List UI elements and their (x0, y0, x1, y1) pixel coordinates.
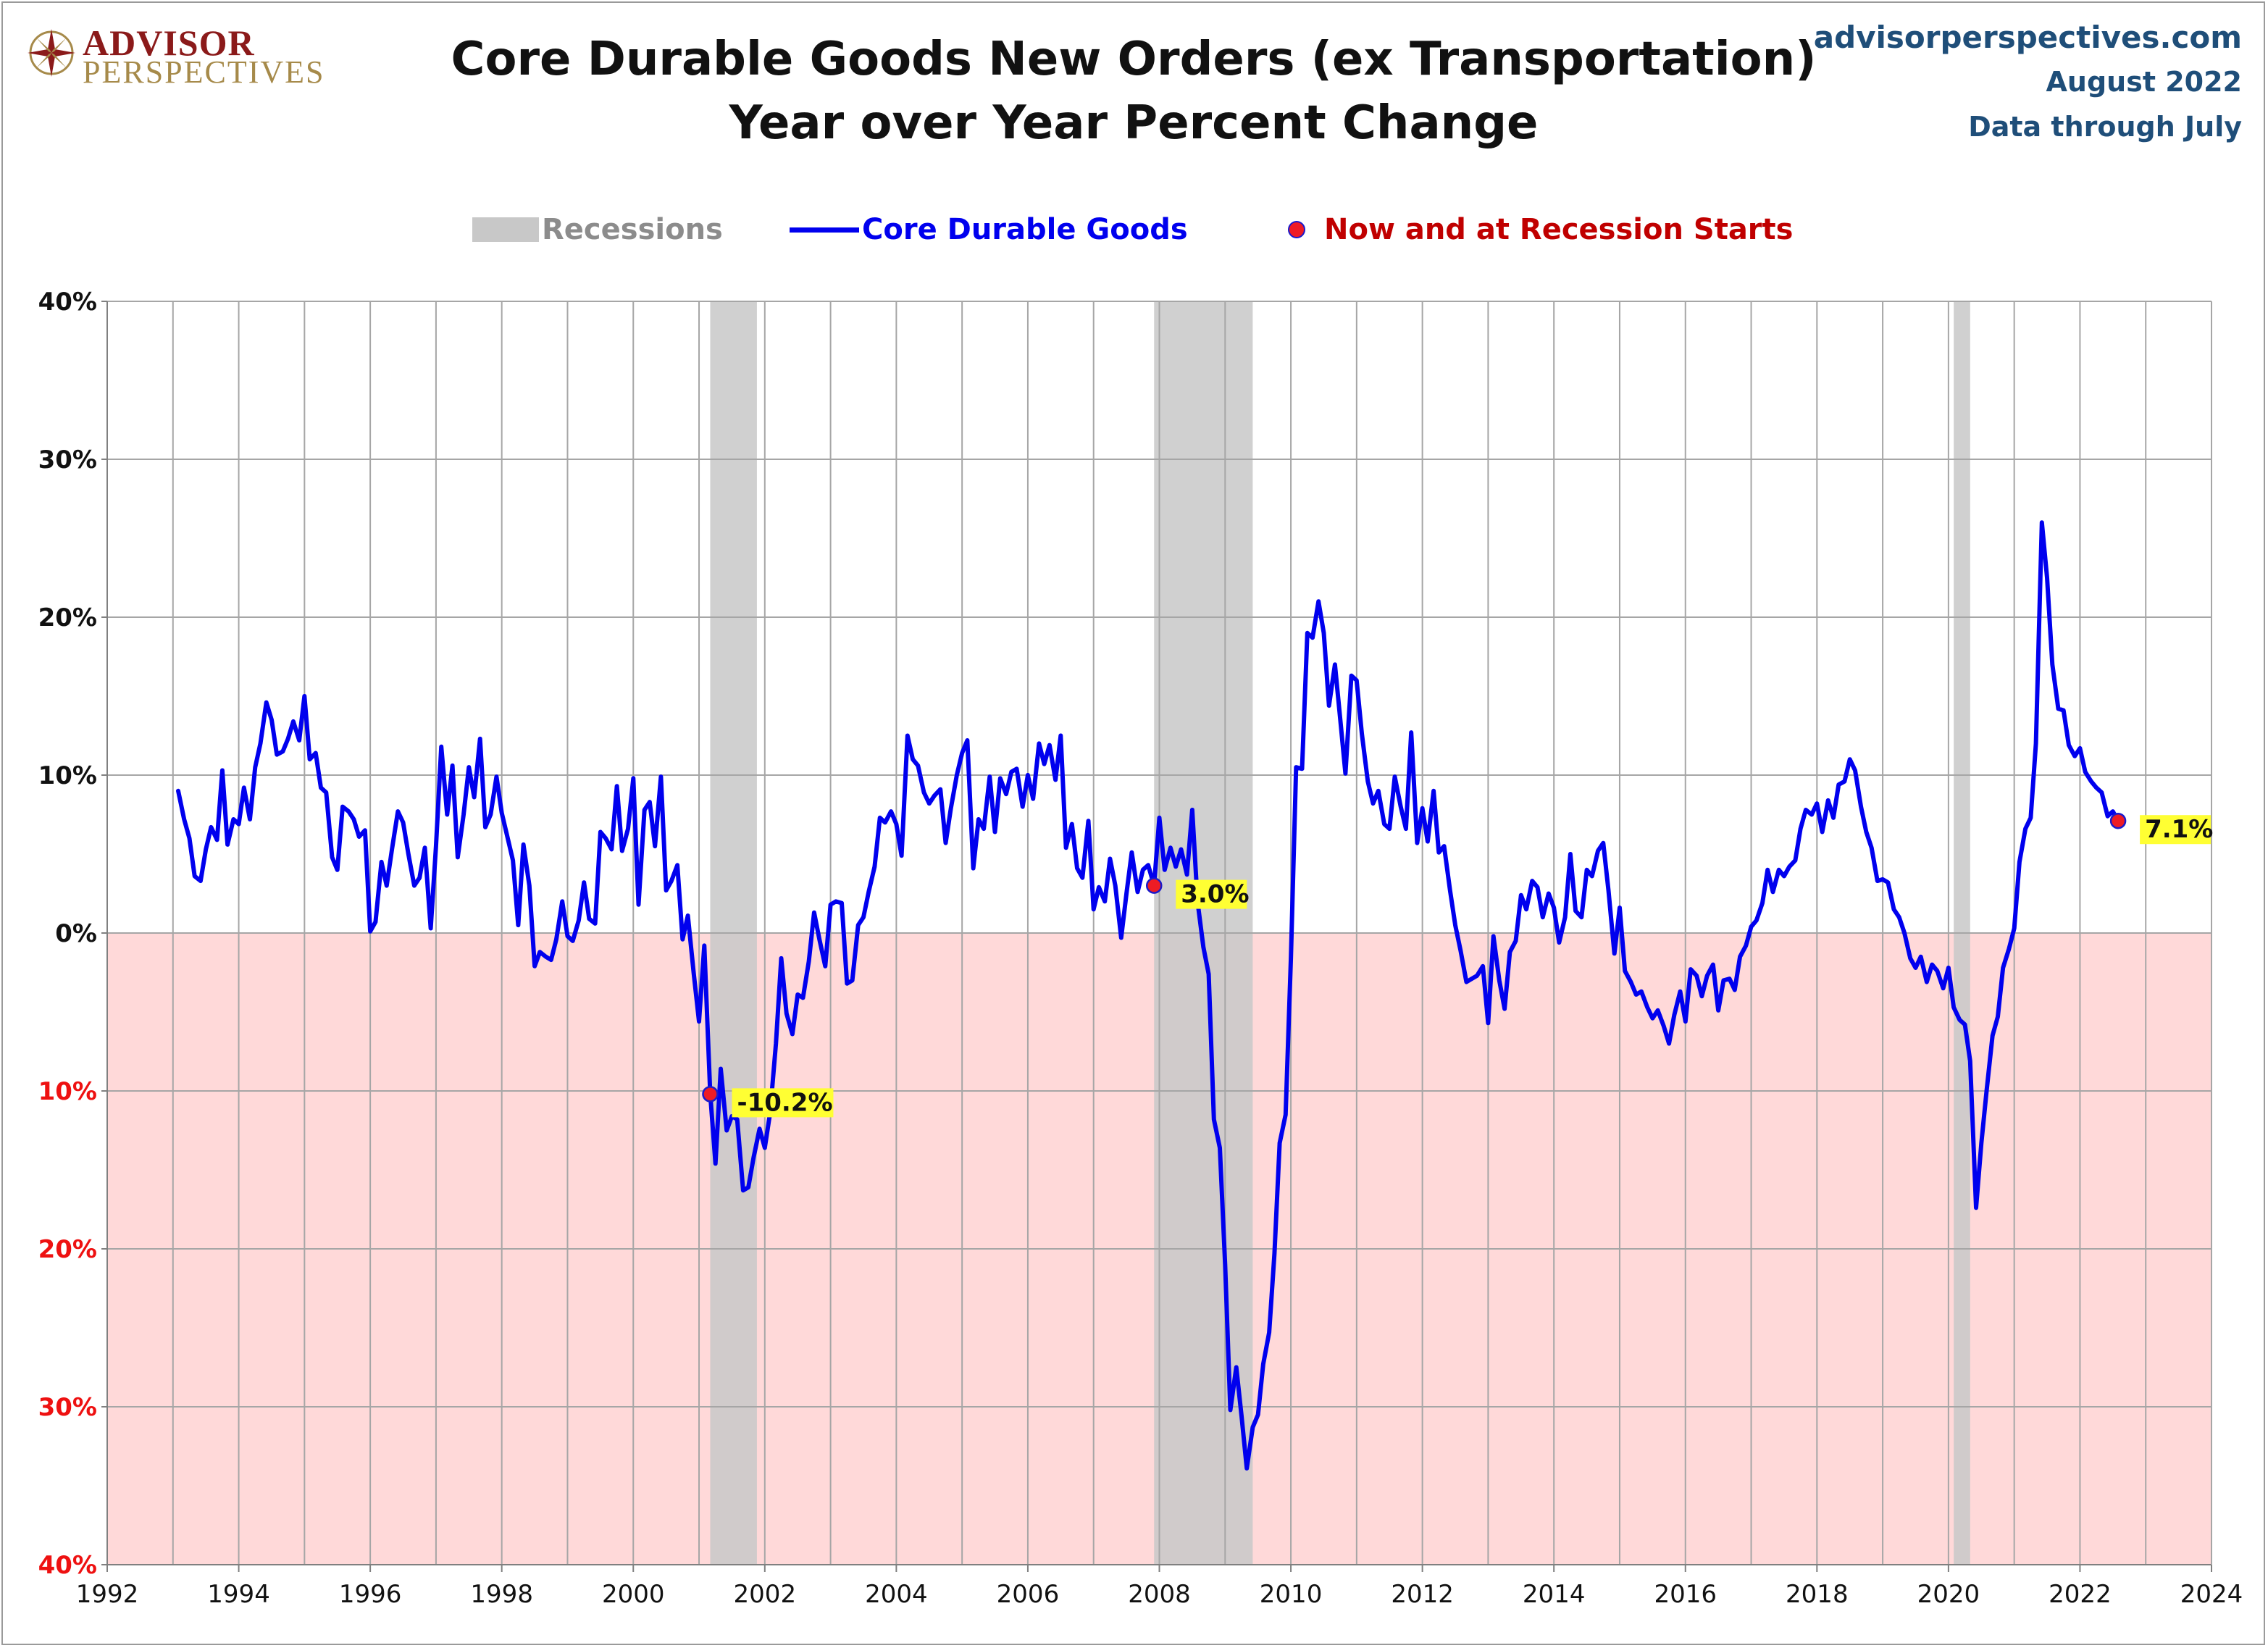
legend-label-recessions: Recessions (542, 213, 723, 246)
advisor-perspectives-logo: ADVISOR PERSPECTIVES (26, 22, 330, 90)
callout-box-2 (1176, 879, 1247, 909)
x-tick-label: 2018 (1786, 1580, 1849, 1609)
chart-legend: Recessions Core Durable Goods Now and at… (0, 204, 2268, 255)
y-tick-label: 40% (38, 288, 97, 317)
legend-label-points: Now and at Recession Starts (1324, 213, 1794, 246)
marker-point-3 (2109, 812, 2127, 829)
x-tick-label: 2000 (602, 1580, 665, 1609)
logo-word-perspectives: PERSPECTIVES (83, 54, 325, 90)
series-line-core-durable-goods (176, 520, 2121, 1471)
legend-item-points: Now and at Recession Starts (1288, 204, 1793, 255)
compass-rose-icon (28, 29, 75, 77)
y-tick-label: 0% (55, 919, 97, 948)
y-tick-label: 30% (38, 1393, 97, 1422)
callout-box-3 (2140, 815, 2211, 845)
x-tick-label: 2024 (2180, 1580, 2243, 1609)
source-date: August 2022 (2046, 66, 2243, 98)
marker-point-1 (702, 1086, 719, 1103)
gridlines (107, 301, 2211, 1565)
chart-title-line-1: Core Durable Goods New Orders (ex Transp… (451, 33, 1817, 86)
callout-label-3: 7.1% (2145, 815, 2213, 844)
legend-label-series: Core Durable Goods (862, 213, 1188, 246)
chart-title: Core Durable Goods New Orders (ex Transp… (406, 28, 1862, 155)
callout-box-1 (732, 1088, 834, 1118)
legend-item-recessions: Recessions (472, 204, 723, 255)
callout-label-2: 3.0% (1181, 880, 1249, 909)
axes: 40%30%20%10%0%10%20%30%40%1992 1994 1996 19… (38, 288, 2243, 1609)
x-tick-label: 2014 (1523, 1580, 1586, 1609)
logo-word-advisor: ADVISOR (83, 22, 255, 63)
x-tick-label: 2020 (1917, 1580, 1980, 1609)
x-tick-label: 2022 (2049, 1580, 2112, 1609)
chart-title-line-2: Year over Year Percent Change (729, 96, 1539, 150)
callout-label-1: -10.2% (737, 1088, 832, 1117)
x-tick-label: 2016 (1654, 1580, 1717, 1609)
legend-swatch-series (790, 227, 859, 233)
legend-swatch-recessions (472, 217, 539, 242)
source-note: Data through July (1968, 111, 2242, 143)
x-tick-label: 2004 (865, 1580, 928, 1609)
y-tick-label: 30% (38, 446, 97, 474)
x-tick-label: 1996 (339, 1580, 402, 1609)
x-tick-label: 2008 (1128, 1580, 1191, 1609)
x-tick-label: 1994 (207, 1580, 270, 1609)
source-site: advisorperspectives.com (1813, 20, 2242, 55)
y-tick-label: 20% (38, 603, 97, 632)
x-tick-label: 1992 (76, 1580, 139, 1609)
x-tick-label: 1998 (470, 1580, 533, 1609)
x-tick-label: 2012 (1391, 1580, 1454, 1609)
x-tick-label: 2006 (997, 1580, 1060, 1609)
series-layer (176, 520, 2121, 1471)
y-tick-label: 20% (38, 1235, 97, 1264)
x-tick-label: 2010 (1260, 1580, 1323, 1609)
marker-layer: -10.2% 3.0% 7.1% (702, 812, 2213, 1118)
y-tick-label: 10% (38, 761, 97, 790)
marker-point-2 (1145, 877, 1163, 894)
y-tick-label: 40% (38, 1551, 97, 1580)
y-tick-label: 10% (38, 1077, 97, 1106)
legend-item-series: Core Durable Goods (790, 204, 1188, 255)
x-tick-label: 2002 (734, 1580, 797, 1609)
source-block: advisorperspectives.com August 2022 Data… (1814, 16, 2242, 149)
legend-marker-icon (1288, 221, 1305, 238)
